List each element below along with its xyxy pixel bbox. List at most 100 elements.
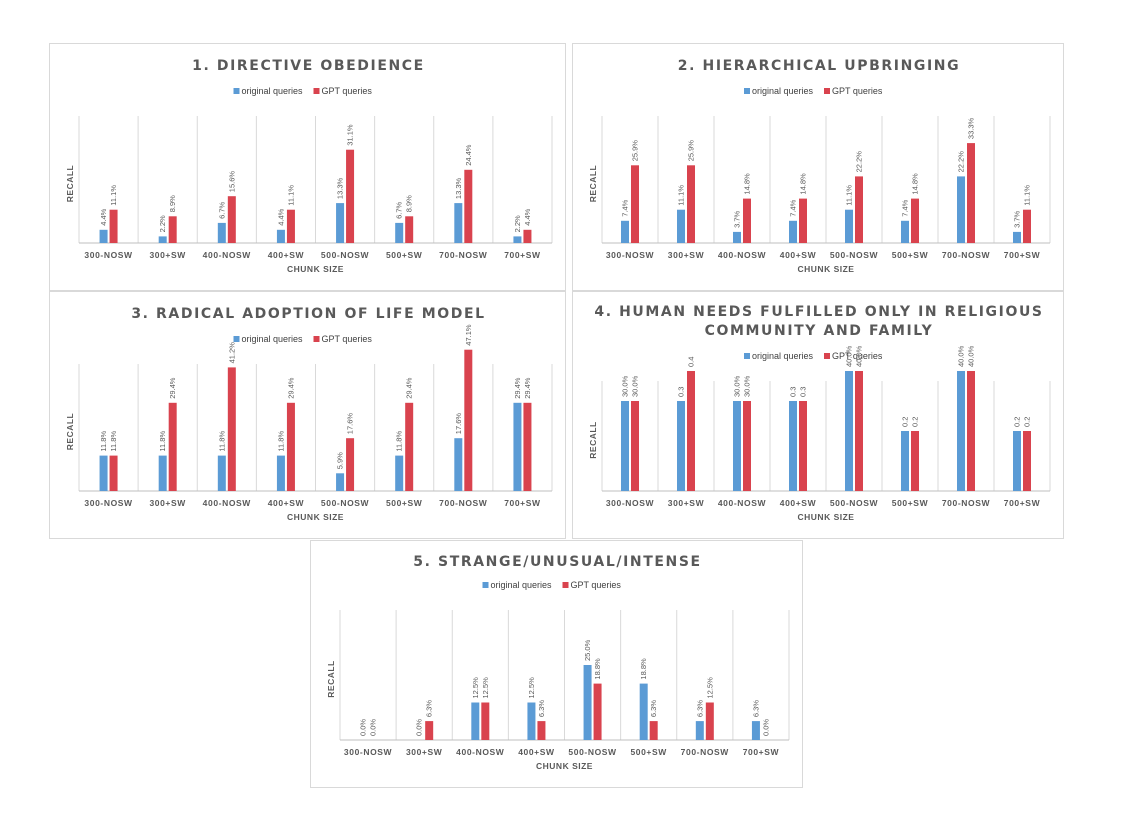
bar-original	[276, 229, 285, 243]
data-label: 30.0%	[743, 375, 752, 397]
x-tick-label: 700-NOSW	[439, 498, 488, 508]
data-label: 6.7%	[395, 201, 404, 218]
data-label: 0.0%	[761, 719, 770, 736]
data-label: 14.8%	[799, 173, 808, 195]
data-label: 11.1%	[286, 185, 295, 206]
x-axis-label: CHUNK SIZE	[798, 264, 855, 274]
y-axis-label: RECALL	[65, 165, 75, 202]
x-axis-label: CHUNK SIZE	[287, 264, 344, 274]
x-tick-label: 500+SW	[386, 250, 423, 260]
bar-original	[733, 231, 741, 243]
data-label: 6.7%	[217, 201, 226, 218]
data-label: 3.7%	[1013, 210, 1022, 227]
legend-label: original queries	[242, 334, 304, 344]
data-label: 0.0%	[369, 719, 378, 736]
bar-original	[789, 220, 797, 243]
bar-original	[957, 371, 965, 491]
bar-gpt	[286, 209, 295, 243]
y-axis-label: RECALL	[588, 165, 598, 202]
chart-title: 4. HUMAN NEEDS FULFILLED ONLY IN RELIGIO…	[594, 304, 1043, 320]
data-label: 30.0%	[733, 375, 742, 397]
bar-gpt	[911, 431, 919, 491]
bar-gpt	[425, 721, 434, 740]
bar-original	[845, 371, 853, 491]
legend-label: original queries	[491, 580, 553, 590]
bar-original	[513, 236, 522, 243]
bar-gpt	[649, 721, 658, 740]
legend-swatch	[824, 353, 830, 359]
chart-panel-5: 5. STRANGE/UNUSUAL/INTENSE original queri…	[310, 540, 803, 788]
bar-original	[751, 721, 760, 740]
x-axis-label: CHUNK SIZE	[798, 512, 855, 522]
y-axis-label: RECALL	[326, 660, 336, 697]
data-label: 6.3%	[649, 700, 658, 717]
bar-gpt	[911, 198, 919, 243]
bar-original	[677, 209, 685, 243]
x-tick-label: 300+SW	[149, 250, 186, 260]
bar-original	[395, 222, 404, 243]
legend-label: GPT queries	[832, 86, 883, 96]
data-label: 0.3	[677, 387, 686, 397]
x-tick-label: 400+SW	[268, 250, 305, 260]
data-label: 11.1%	[1023, 185, 1032, 206]
x-tick-label: 700-NOSW	[439, 250, 488, 260]
data-label: 7.4%	[901, 199, 910, 216]
bar-original	[621, 401, 629, 491]
data-label: 5.9%	[336, 452, 345, 469]
data-label: 0.0%	[415, 719, 424, 736]
chart-panel-2: 2. HIERARCHICAL UPBRINGING original queri…	[572, 43, 1064, 291]
bar-gpt	[405, 402, 414, 491]
x-tick-label: 700+SW	[504, 498, 541, 508]
legend-label: original queries	[242, 86, 304, 96]
bar-gpt	[523, 229, 532, 243]
bar-gpt	[168, 402, 177, 491]
bar-original	[158, 236, 167, 243]
data-label: 7.4%	[621, 199, 630, 216]
data-label: 6.3%	[537, 700, 546, 717]
x-tick-label: 300+SW	[668, 250, 705, 260]
bar-original	[217, 222, 226, 243]
data-label: 13.3%	[336, 178, 345, 200]
bar-original	[957, 176, 965, 243]
bar-original	[901, 431, 909, 491]
data-label: 6.3%	[425, 700, 434, 717]
data-label: 7.4%	[789, 199, 798, 216]
bar-gpt	[1023, 209, 1031, 243]
bar-original	[471, 702, 480, 740]
data-label: 33.3%	[967, 118, 976, 140]
legend-swatch	[482, 582, 489, 588]
x-tick-label: 400-NOSW	[203, 250, 252, 260]
legend-label: GPT queries	[832, 351, 883, 361]
chart-title: 5. STRANGE/UNUSUAL/INTENSE	[413, 554, 701, 570]
bar-original	[336, 203, 345, 243]
bar-gpt	[405, 216, 414, 243]
x-tick-label: 700-NOSW	[942, 250, 991, 260]
data-label: 0.2	[911, 417, 920, 427]
x-tick-label: 400+SW	[268, 498, 305, 508]
bar-original	[789, 401, 797, 491]
bar-original	[677, 401, 685, 491]
bar-original	[513, 402, 522, 491]
bar-gpt	[743, 198, 751, 243]
bar-original	[454, 438, 463, 491]
x-tick-label: 400-NOSW	[203, 498, 252, 508]
x-tick-label: 500+SW	[892, 498, 929, 508]
bar-gpt	[109, 209, 118, 243]
legend-swatch	[233, 336, 240, 342]
data-label: 29.4%	[513, 377, 522, 399]
bar-gpt	[346, 149, 355, 243]
bar-original	[99, 455, 108, 491]
x-tick-label: 700+SW	[1004, 498, 1041, 508]
data-label: 11.8%	[276, 431, 285, 452]
x-tick-label: 300-NOSW	[84, 498, 133, 508]
legend-swatch	[562, 582, 569, 588]
x-tick-label: 700-NOSW	[681, 747, 730, 757]
data-label: 6.3%	[695, 700, 704, 717]
chart-panel-1: 1. DIRECTIVE OBEDIENCE original queries GP…	[49, 43, 566, 291]
bar-original	[695, 721, 704, 740]
data-label: 6.3%	[751, 700, 760, 717]
bar-original	[583, 665, 592, 740]
x-tick-label: 400-NOSW	[718, 250, 767, 260]
bar-gpt	[1023, 431, 1031, 491]
x-tick-label: 700+SW	[504, 250, 541, 260]
